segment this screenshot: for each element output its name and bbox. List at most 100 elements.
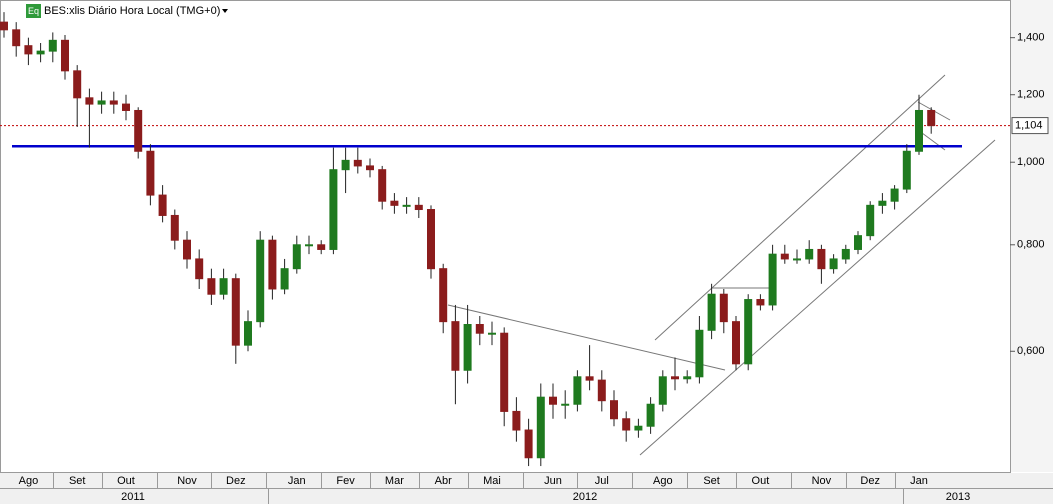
- candle-body: [841, 248, 850, 260]
- last-price-box: [1011, 117, 1049, 135]
- candle-body: [756, 299, 765, 306]
- x-tick-label: Mai: [483, 475, 501, 487]
- x-tick-label: Fev: [336, 475, 355, 487]
- candle-body: [475, 324, 484, 334]
- x-tick-label: Out: [752, 475, 770, 487]
- candle-body: [927, 109, 936, 127]
- candle-body: [683, 376, 692, 380]
- candle-body: [890, 188, 899, 202]
- x-tick-label: Set: [703, 475, 720, 487]
- candle-body: [24, 45, 33, 55]
- trend-line: [639, 139, 996, 456]
- candle-body: [219, 278, 228, 295]
- candle-body: [366, 165, 374, 171]
- candle-body: [658, 376, 667, 405]
- candle-body: [805, 248, 814, 260]
- candle-body: [573, 376, 582, 405]
- candle-body: [500, 332, 509, 412]
- candle-body: [244, 321, 252, 346]
- candle-body: [0, 21, 8, 31]
- candle-body: [353, 159, 362, 167]
- candle-body: [695, 329, 704, 378]
- candle-body: [48, 39, 57, 52]
- y-tick-label: 0,600: [1017, 345, 1045, 357]
- x-tick-label: Jan: [910, 475, 928, 487]
- candle-body: [634, 425, 643, 431]
- candle-body: [854, 235, 862, 250]
- trend-line: [654, 74, 946, 341]
- candle-body: [122, 103, 130, 111]
- candle-body: [329, 169, 338, 250]
- candle-body: [732, 321, 740, 365]
- candle-body: [292, 244, 301, 270]
- candle-body: [109, 100, 118, 105]
- x-tick-label: Nov: [812, 475, 832, 487]
- x-tick-label: Ago: [653, 475, 673, 487]
- candle-body: [902, 150, 911, 190]
- year-label: 2013: [946, 491, 970, 503]
- x-tick-label: Jul: [595, 475, 609, 487]
- candle-body: [829, 258, 838, 270]
- candle-body: [231, 278, 240, 346]
- candle-body: [317, 244, 326, 250]
- candle-body: [183, 239, 191, 260]
- candle-body: [610, 400, 618, 420]
- candle-body: [915, 109, 923, 152]
- candle-body: [97, 100, 106, 105]
- candle-body: [561, 403, 570, 406]
- candle-body: [597, 379, 606, 402]
- candle-body: [195, 258, 204, 280]
- candle-body: [524, 429, 533, 459]
- candle-body: [488, 332, 496, 335]
- candle-body: [549, 396, 557, 405]
- y-tick-label: 1,400: [1017, 32, 1045, 44]
- trend-line: [447, 304, 726, 371]
- candle-body: [85, 97, 94, 105]
- candle-body: [451, 321, 460, 371]
- candle-body: [146, 150, 155, 196]
- candle-body: [878, 200, 887, 206]
- candle-body: [305, 244, 313, 247]
- x-tick-label: Ago: [19, 475, 39, 487]
- candle-body: [463, 324, 472, 371]
- y-tick-label: 1,000: [1017, 156, 1045, 168]
- last-price-label: 1,104: [1015, 119, 1043, 131]
- badge: [26, 4, 41, 18]
- x-tick-label: Out: [117, 475, 135, 487]
- candle-body: [646, 403, 655, 427]
- candle-body: [512, 410, 521, 431]
- candle-body: [622, 418, 631, 431]
- candle-body: [671, 376, 679, 380]
- candle-body: [134, 109, 143, 152]
- x-tick-label: Set: [69, 475, 86, 487]
- candle-body: [744, 299, 753, 365]
- x-tick-label: Mar: [385, 475, 404, 487]
- title-dropdown[interactable]: [222, 9, 228, 13]
- candle-body: [793, 258, 801, 261]
- badge-text: Eq: [28, 6, 39, 16]
- candle-body: [427, 209, 435, 270]
- x-tick-label: Abr: [435, 475, 452, 487]
- candle-body: [268, 239, 277, 290]
- candle-body: [707, 293, 716, 331]
- candle-body: [585, 376, 594, 381]
- candle-body: [719, 293, 728, 323]
- y-tick-label: 0,800: [1017, 239, 1045, 251]
- y-axis-area: [1011, 0, 1053, 472]
- x-tick-label: Jan: [288, 475, 306, 487]
- chart-title[interactable]: BES:xlis Diário Hora Local (TMG+0): [44, 5, 220, 17]
- candle-body: [280, 268, 289, 290]
- candle-body: [439, 268, 448, 323]
- year-label: 2012: [573, 491, 597, 503]
- candle-body: [61, 39, 69, 72]
- x-tick-label: Jun: [544, 475, 562, 487]
- candle-body: [12, 29, 21, 47]
- candle-body: [170, 214, 179, 241]
- candle-body: [36, 50, 45, 55]
- candle-body: [390, 200, 399, 206]
- y-tick-label: 1,200: [1017, 89, 1045, 101]
- candle-body: [378, 169, 387, 202]
- x-tick-label: Dez: [226, 475, 246, 487]
- candle-body: [866, 204, 875, 237]
